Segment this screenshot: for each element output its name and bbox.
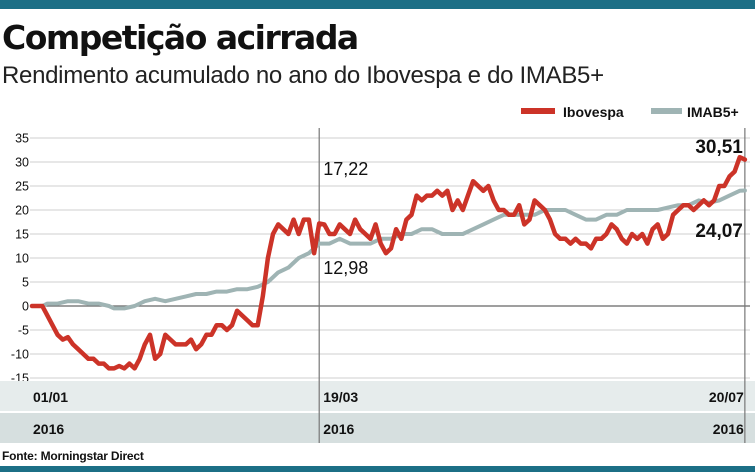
y-tick-label: 10 [15, 252, 29, 266]
y-tick-label: 35 [15, 132, 29, 146]
series-lines [29, 154, 748, 371]
chart-title: Competição acirrada [2, 18, 359, 57]
y-tick-label: 5 [22, 276, 29, 290]
series-line-ibovespa [29, 154, 748, 371]
x-year-label: 2016 [713, 421, 744, 437]
x-year-label: 2016 [323, 421, 354, 437]
y-tick-label: 30 [15, 156, 29, 170]
legend-label-ibovespa: Ibovespa [563, 104, 624, 120]
y-tick-label: -5 [18, 324, 29, 338]
x-date-label: 19/03 [323, 389, 358, 405]
x-axis-date-labels: 01/01 2016 19/03 2016 20/07 2016 [33, 389, 744, 437]
x-year-label: 2016 [33, 421, 64, 437]
annotation-label: 30,51 [695, 137, 743, 158]
y-tick-label: 25 [15, 180, 29, 194]
date-marker-lines [318, 128, 746, 443]
bottom-accent-bar [0, 466, 755, 472]
source-note: Fonte: Morningstar Direct [2, 449, 144, 463]
series-line-imab5 [30, 188, 747, 311]
legend-label-imab5: IMAB5+ [687, 104, 739, 120]
top-accent-bar [0, 0, 755, 9]
y-tick-label: -10 [11, 348, 29, 362]
date-bands [0, 381, 755, 443]
y-tick-label: 0 [22, 300, 29, 314]
x-date-label: 01/01 [33, 389, 68, 405]
gridlines [30, 137, 750, 379]
annotation-label: 12,98 [323, 258, 368, 278]
date-band [0, 381, 755, 411]
annotation-label: 17,22 [323, 159, 368, 179]
x-date-label: 20/07 [709, 389, 744, 405]
y-tick-label: 20 [15, 204, 29, 218]
annotations: 17,22 12,98 30,51 24,07 [323, 137, 743, 278]
annotation-label: 24,07 [695, 221, 743, 242]
year-band [0, 413, 755, 443]
legend: Ibovespa IMAB5+ [521, 104, 739, 120]
chart-subtitle: Rendimento acumulado no ano do Ibovespa … [2, 62, 604, 89]
y-tick-label: 15 [15, 228, 29, 242]
